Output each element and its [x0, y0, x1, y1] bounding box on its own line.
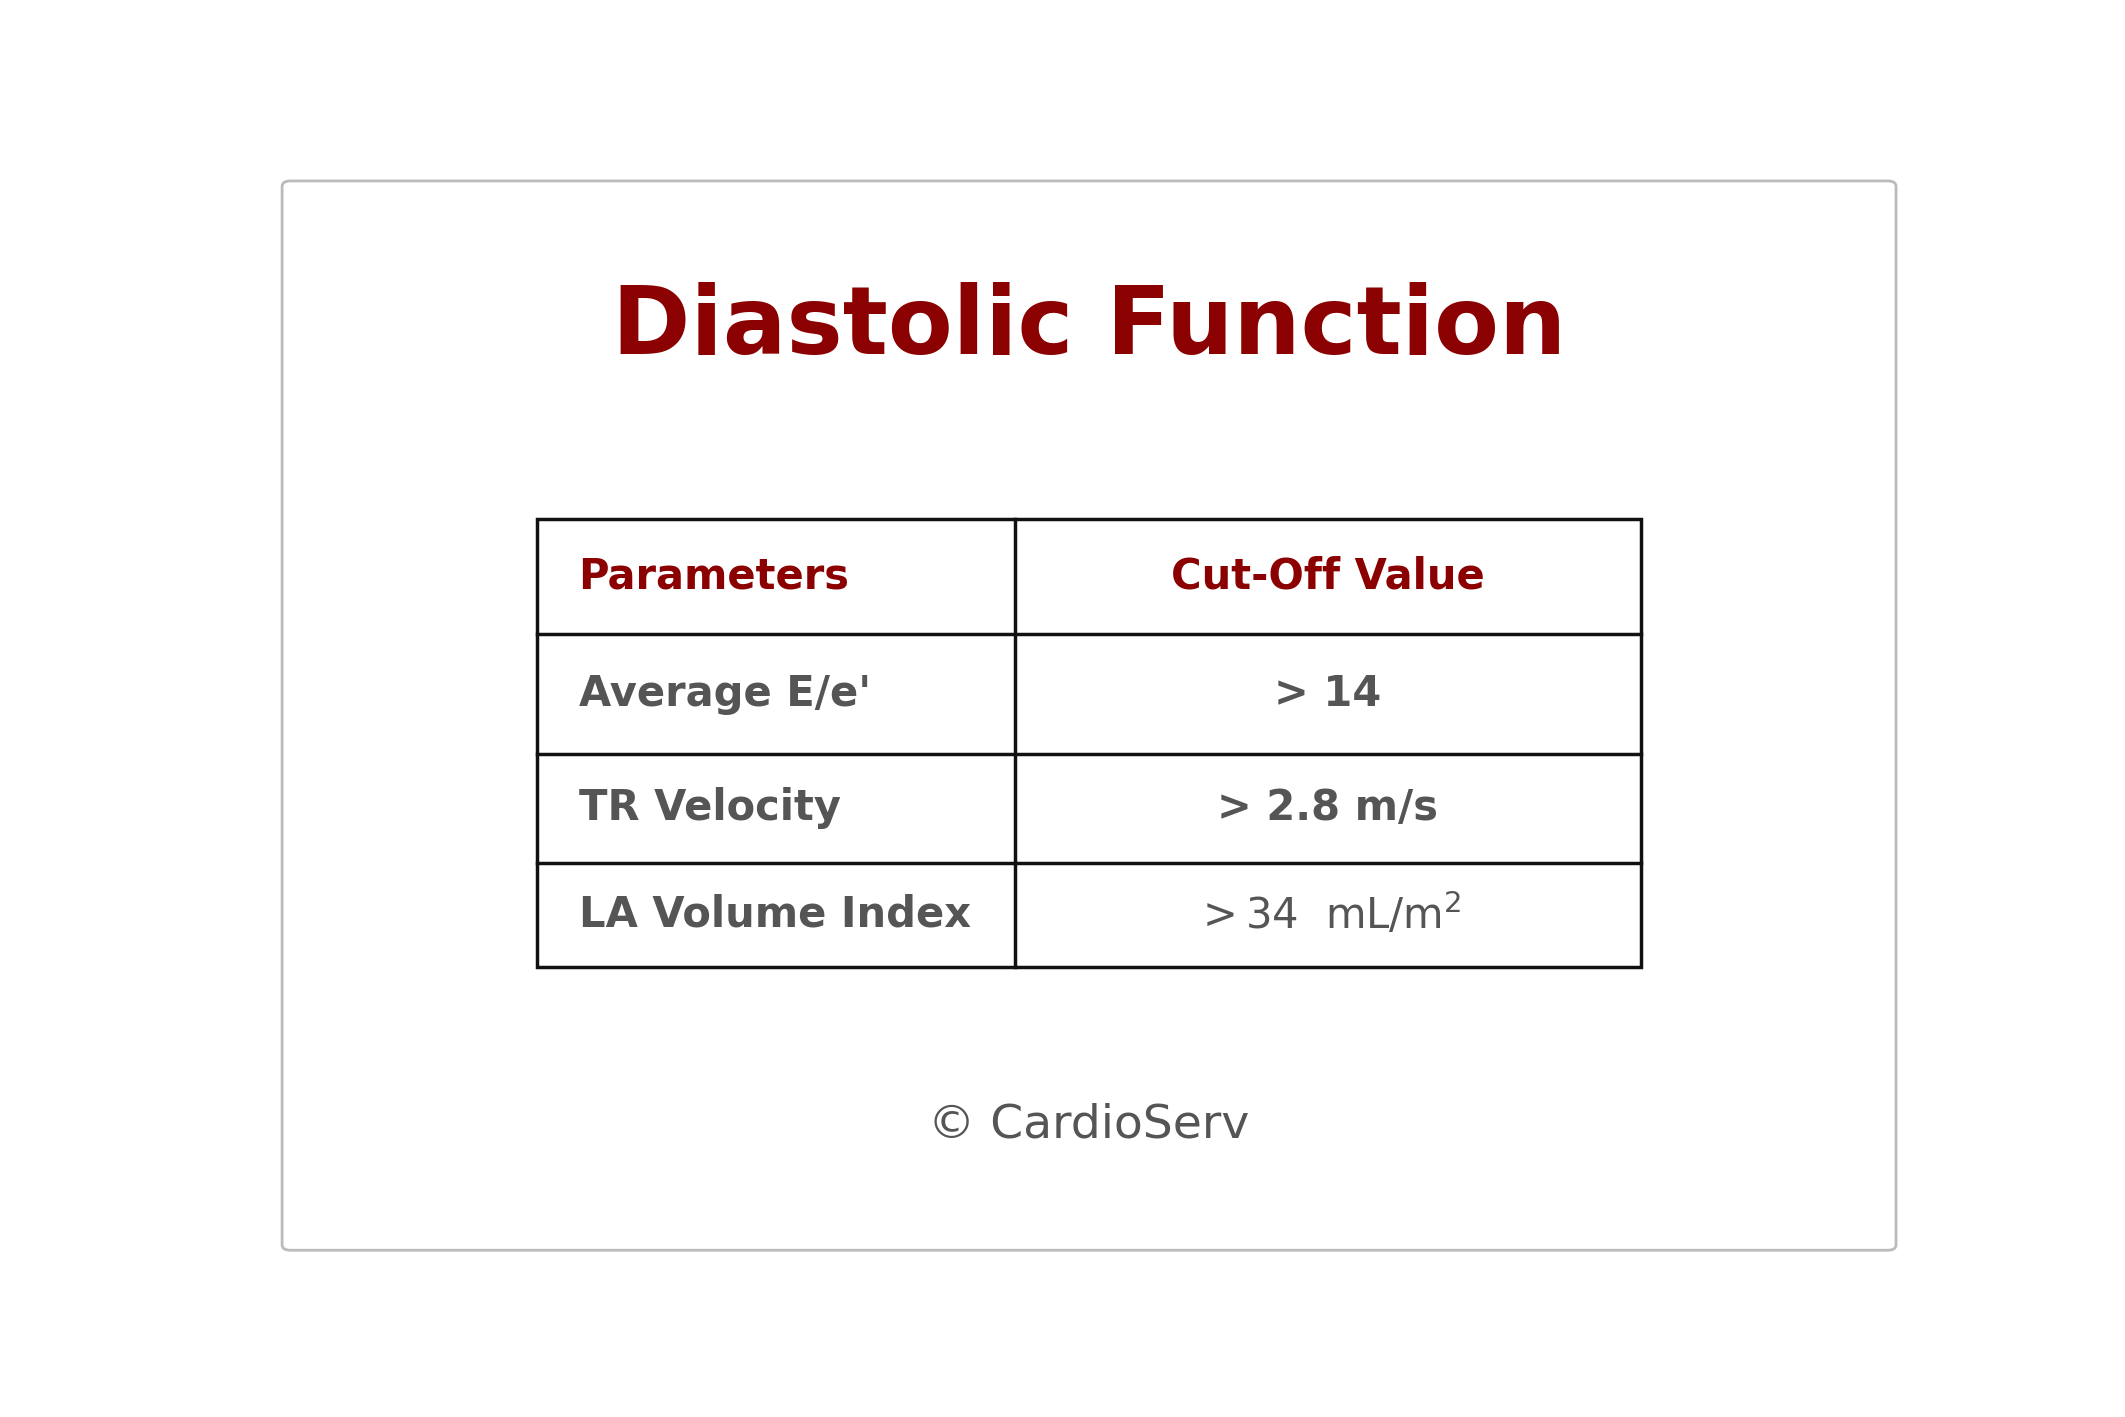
- Text: Average E/e': Average E/e': [578, 673, 871, 714]
- Text: LA Volume Index: LA Volume Index: [578, 894, 971, 935]
- Text: Parameters: Parameters: [578, 555, 850, 598]
- Bar: [538, 519, 1640, 966]
- Text: TR Velocity: TR Velocity: [578, 788, 842, 829]
- Text: Diastolic Function: Diastolic Function: [612, 282, 1566, 374]
- Text: > 2.8 m/s: > 2.8 m/s: [1218, 788, 1439, 829]
- Text: Cut-Off Value: Cut-Off Value: [1171, 555, 1485, 598]
- Text: © CardioServ: © CardioServ: [929, 1102, 1250, 1148]
- FancyBboxPatch shape: [283, 181, 1896, 1250]
- Text: > 14: > 14: [1275, 673, 1381, 714]
- Text: $> 34\ \ \mathrm{mL/m}^2$: $> 34\ \ \mathrm{mL/m}^2$: [1194, 891, 1462, 938]
